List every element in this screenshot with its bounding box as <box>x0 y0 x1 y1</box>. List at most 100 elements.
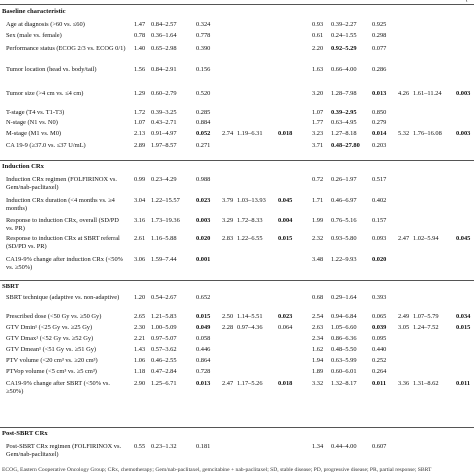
table-cell: 0.925 <box>372 21 387 28</box>
table-cell: 3.04 <box>134 197 146 204</box>
table-cell: 0.66–4.00 <box>331 66 357 73</box>
table-cell: 1.89 <box>312 368 324 375</box>
table-cell: 3.79 <box>222 197 234 204</box>
table-cell: 0.46–2.55 <box>151 357 177 364</box>
table-cell: 1.56 <box>134 66 146 73</box>
table-cell: 0.48–27.80 <box>331 142 360 149</box>
table-cell: 1.24–7.52 <box>413 324 439 331</box>
row-label: Age at diagnosis (>60 vs. ≤60) <box>6 21 85 28</box>
table-cell: 1.34 <box>312 443 324 450</box>
table-cell: 0.60–2.79 <box>151 90 177 97</box>
table-cell: 0.045 <box>456 235 471 242</box>
table-cell: 1.07 <box>312 109 324 116</box>
table-cell: 3.23 <box>312 130 324 137</box>
row-label: M-stage (M1 vs. M0) <box>6 130 62 137</box>
table-cell: 0.034 <box>456 313 471 320</box>
table-cell: 1.22–6.55 <box>237 235 263 242</box>
table-cell: 0.63–4.95 <box>331 119 357 126</box>
table-cell: 0.013 <box>196 380 211 387</box>
table-cell: 0.252 <box>372 357 387 364</box>
table-cell: 1.99 <box>312 217 324 224</box>
table-cell: 0.94–6.84 <box>331 313 357 320</box>
table-cell: 0.003 <box>456 90 471 97</box>
table-cell: 0.97–4.36 <box>237 324 263 331</box>
table-cell: 1.43 <box>134 346 146 353</box>
row-label: Induction CRx regimen (FOLFIRINOX vs. Ge… <box>6 176 117 191</box>
table-cell: 0.26–1.97 <box>331 176 357 183</box>
table-cell: 0.023 <box>196 197 211 204</box>
table-cell: 0.23–4.29 <box>151 176 177 183</box>
row-label: SBRT technique (adaptive vs. non-adaptiv… <box>6 294 120 301</box>
footnote: ECOG, Eastern Cooperative Oncology Group… <box>2 467 432 473</box>
row-label: PTVop volume (<5 cm³ vs. ≥5 cm³) <box>6 368 97 375</box>
table-cell: 0.271 <box>196 142 211 149</box>
row-label: CA19-9% change after SBRT (<50% vs. ≥50%… <box>6 380 110 395</box>
table-cell: 0.064 <box>278 324 293 331</box>
table-cell: 1.27–8.18 <box>331 130 357 137</box>
table-cell: 0.065 <box>372 313 387 320</box>
table-cell: 1.62 <box>312 346 324 353</box>
table-cell: 0.84–2.57 <box>151 21 177 28</box>
table-cell: 1.18 <box>134 368 146 375</box>
table-cell: 0.55 <box>134 443 146 450</box>
table-cell: 0.728 <box>196 368 211 375</box>
table-cell: 0.884 <box>196 119 211 126</box>
table-cell: 0.279 <box>372 119 387 126</box>
row-label: Response to induction CRx, overall (SD/P… <box>6 217 119 232</box>
table-cell: 0.324 <box>196 21 211 28</box>
table-cell: 0.402 <box>372 197 387 204</box>
row-label: GTV Dmin¹ (<25 Gy vs. ≥25 Gy) <box>6 324 93 331</box>
table-cell: 2.32 <box>312 235 324 242</box>
table-cell: 2.49 <box>398 313 410 320</box>
row-label: Performance status (ECOG 2/3 vs. ECOG 0/… <box>6 45 126 52</box>
table-cell: 0.99 <box>134 176 146 183</box>
row-label: N-stage (N1 vs. N0) <box>6 119 58 126</box>
table-cell: 0.76–5.16 <box>331 217 357 224</box>
table-cell: 2.47 <box>222 380 234 387</box>
table-cell: 2.61 <box>134 235 146 242</box>
table-cell: 3.16 <box>134 217 146 224</box>
table-cell: 0.46–6.97 <box>331 197 357 204</box>
section-rule <box>0 160 474 161</box>
table-cell: 0.446 <box>196 346 211 353</box>
table-cell: 2.83 <box>222 235 234 242</box>
table-cell: 0.004 <box>278 217 293 224</box>
table-cell: 2.34 <box>312 335 324 342</box>
table-cell: 2.47 <box>398 235 410 242</box>
table-cell: 0.015 <box>196 313 211 320</box>
section-header: SBRT <box>2 283 19 290</box>
table-cell: 0.65–2.98 <box>151 45 177 52</box>
table-cell: 0.61 <box>312 32 324 39</box>
table-cell: 2.54 <box>312 313 324 320</box>
table-cell: 2.50 <box>222 313 234 320</box>
table-cell: 0.156 <box>196 66 211 73</box>
row-label: Prescribed dose (<50 Gy vs. ≥50 Gy) <box>6 313 102 320</box>
table-cell: 0.24–1.55 <box>331 32 357 39</box>
table-cell: 0.39–2.27 <box>331 21 357 28</box>
table-cell: 2.65 <box>134 313 146 320</box>
table-cell: 0.011 <box>372 380 387 387</box>
table-cell: 1.07–5.79 <box>413 313 439 320</box>
table-cell: 3.06 <box>134 256 146 263</box>
row-label: CA 19-9 (≥37.0 vs. ≤37 U/mL) <box>6 142 86 149</box>
table-cell: 0.47–2.84 <box>151 368 177 375</box>
section-rule <box>0 427 474 428</box>
table-cell: 1.32–8.17 <box>331 380 357 387</box>
table-cell: 3.36 <box>398 380 410 387</box>
table-cell: 0.001 <box>196 256 211 263</box>
table-cell: 0.015 <box>278 235 293 242</box>
table-cell: 1.03–13.93 <box>237 197 266 204</box>
table-cell: 1.71 <box>312 197 324 204</box>
table-cell: 3.32 <box>312 380 324 387</box>
table-cell: 0.058 <box>196 335 211 342</box>
table-cell: 0.023 <box>278 313 293 320</box>
table-cell: 2.28 <box>222 324 234 331</box>
table-cell: 0.39–3.25 <box>151 109 177 116</box>
table-cell: 5.32 <box>398 130 410 137</box>
table-cell: 0.020 <box>372 256 387 263</box>
table-cell: 1.77 <box>312 119 324 126</box>
table-cell: 0.60–6.01 <box>331 368 357 375</box>
table-cell: 0.93 <box>312 21 324 28</box>
table-cell: 0.052 <box>196 130 211 137</box>
table-cell: 0.049 <box>196 324 211 331</box>
